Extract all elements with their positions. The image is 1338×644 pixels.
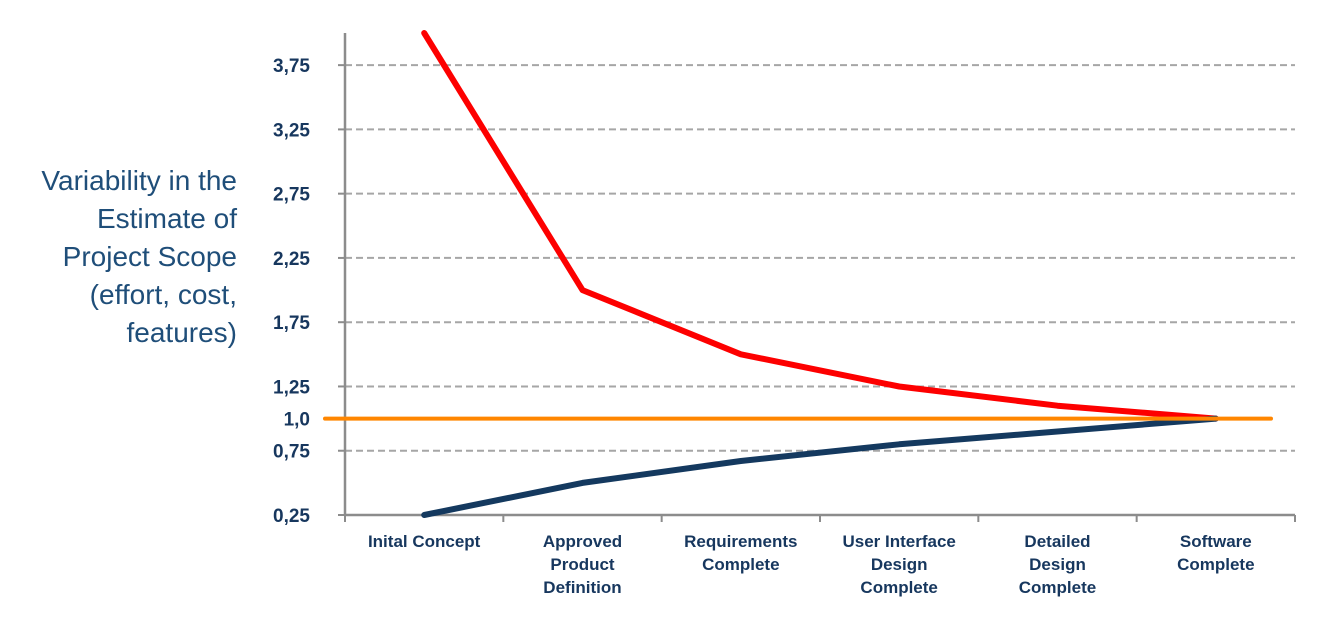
y-tick-label: 2,75 — [273, 185, 310, 206]
y-axis-title: Variability in the Estimate of Project S… — [41, 165, 237, 348]
y-tick-label: 0,25 — [273, 506, 310, 527]
x-category-label: Approved Product Definition — [543, 532, 622, 597]
x-category-label: Inital Concept — [368, 532, 481, 551]
series-upper-estimate-bound — [421, 30, 1219, 422]
y-tick-label: 1,0 — [284, 410, 310, 431]
x-category-label: Detailed Design Complete — [1019, 532, 1096, 597]
y-tick-label: 3,75 — [273, 56, 310, 77]
y-tick-label: 1,25 — [273, 377, 310, 398]
series-lower-estimate-bound — [421, 415, 1219, 518]
x-category-label: Software Complete — [1177, 532, 1254, 574]
y-tick-label: 1,75 — [273, 313, 310, 334]
x-category-label: Requirements Complete — [684, 532, 797, 574]
y-tick-label: 3,25 — [273, 120, 310, 141]
y-tick-label: 2,25 — [273, 249, 310, 270]
x-category-label: User Interface Design Complete — [842, 532, 955, 597]
y-tick-label: 0,75 — [273, 442, 310, 463]
